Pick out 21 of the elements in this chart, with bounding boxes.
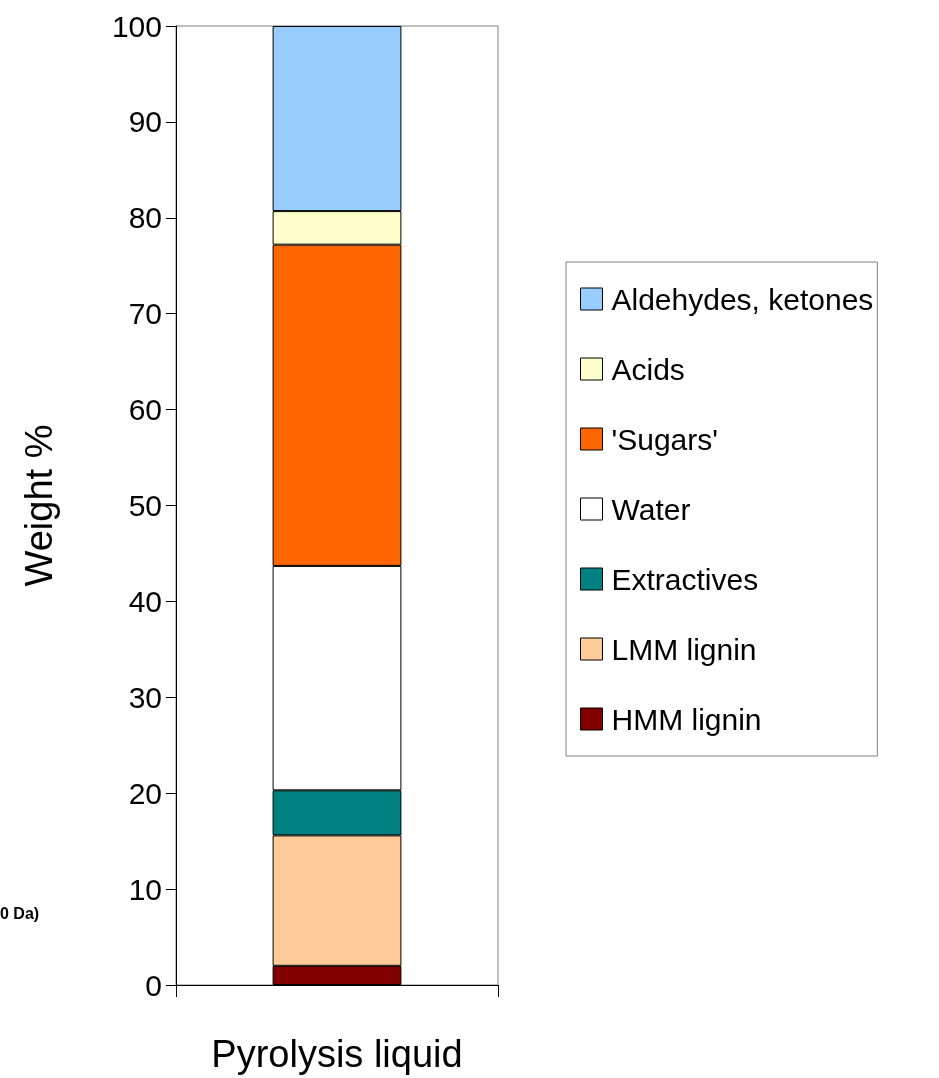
legend-label: Water	[611, 492, 691, 526]
y-tick-label: 80	[128, 201, 162, 235]
y-tick-label: 40	[128, 584, 162, 618]
text: 0 Da)	[0, 904, 40, 922]
y-tick-label: 90	[128, 105, 162, 139]
x-tick-label: Pyrolysis liquid	[211, 1033, 463, 1075]
y-tick-label: 70	[128, 297, 162, 331]
y-tick-label: 50	[128, 489, 162, 522]
y-tick-label: 30	[128, 680, 162, 714]
y-axis-title: Weight %	[18, 424, 60, 587]
legend-label: Acids	[611, 352, 685, 386]
y-tick-label: 0	[145, 968, 162, 1002]
y-tick-label: 20	[128, 776, 162, 810]
y-tick-label: 10	[128, 872, 162, 906]
y-tick-label: 60	[128, 393, 162, 427]
legend-label: Extractives	[611, 562, 759, 596]
legend-label: Aldehydes, ketones	[611, 282, 874, 316]
legend-label: LMM lignin	[611, 632, 757, 666]
legend-label: 'Sugars'	[611, 422, 719, 456]
legend-label: HMM lignin	[611, 702, 762, 736]
y-tick-label: 100	[111, 9, 162, 43]
